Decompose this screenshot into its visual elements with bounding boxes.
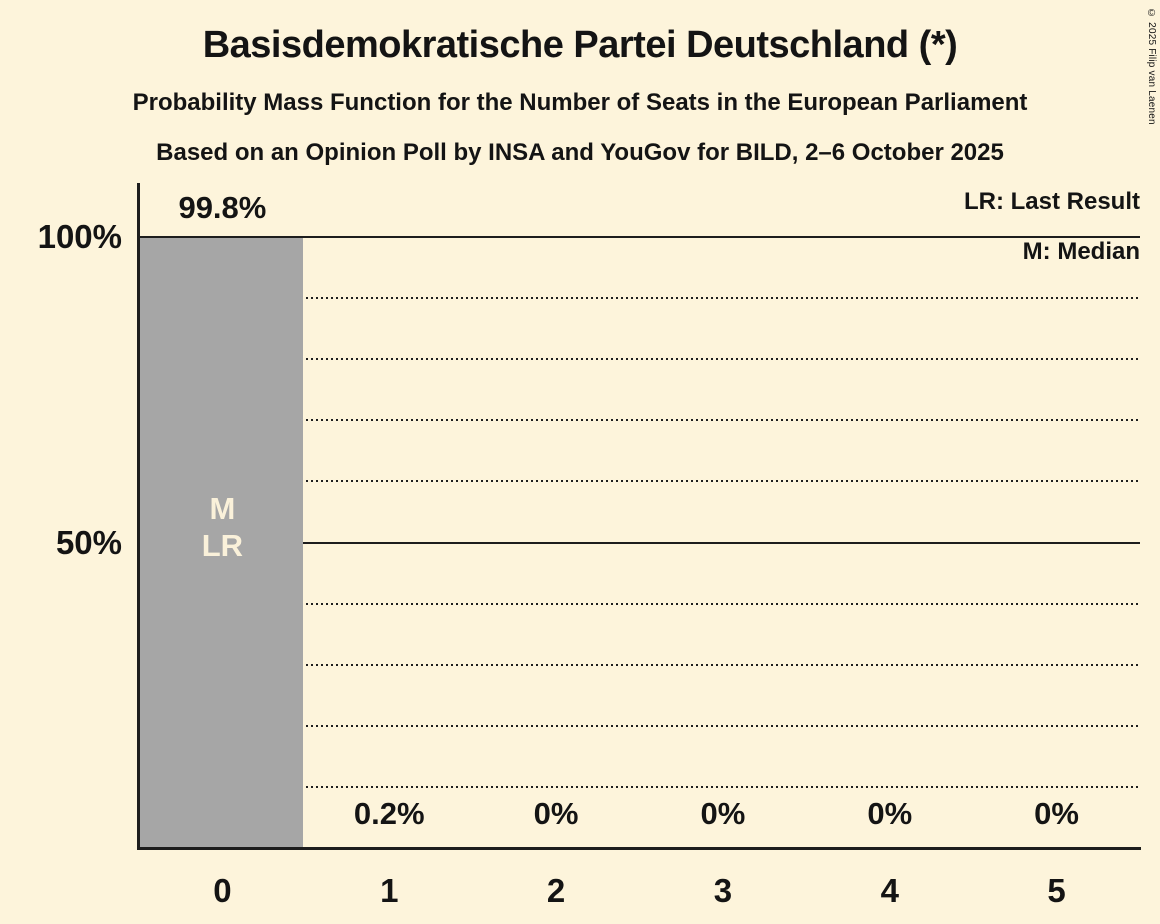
bar-value-label: 0% [533, 796, 579, 831]
y-tick-label: 50% [55, 523, 122, 561]
bar-value-label: 0% [700, 796, 746, 831]
x-tick-label: 0 [213, 872, 232, 909]
bar-annotation: M LR [142, 490, 302, 564]
legend-last-result: LR: Last Result [963, 188, 1140, 215]
y-tick-label: 100% [37, 218, 122, 255]
gridline-solid [140, 236, 1140, 238]
x-tick-label: 1 [380, 872, 399, 909]
gridline-solid [140, 541, 1140, 544]
gridline-dotted [141, 663, 1140, 666]
chart-subtitle-pmf: Probability Mass Function for the Number… [132, 89, 1028, 116]
gridline-dotted [141, 358, 1140, 361]
bar-value-label: 0.2% [353, 796, 425, 831]
y-axis-line [137, 183, 140, 850]
bar-value-label: 0% [867, 796, 913, 831]
x-tick-label: 5 [1047, 872, 1066, 909]
gridline-dotted [141, 724, 1140, 727]
x-tick-label: 2 [546, 872, 566, 909]
bar [139, 238, 304, 848]
legend-median: M: Median [1022, 238, 1140, 265]
bar-value-label: 0% [1034, 796, 1079, 831]
gridline-dotted [141, 297, 1140, 300]
gridline-dotted [141, 419, 1140, 422]
x-tick-label: 3 [713, 872, 733, 909]
chart-subtitle-poll: Based on an Opinion Poll by INSA and You… [156, 139, 1004, 166]
chart-title: Basisdemokratische Partei Deutschland (*… [202, 24, 958, 66]
gridline-dotted [141, 602, 1140, 605]
x-axis-line [137, 847, 1141, 850]
gridline-dotted [141, 480, 1140, 483]
bar-annotation-line: M [209, 491, 236, 526]
gridline-dotted [141, 785, 1140, 788]
bar-value-label: 99.8% [178, 190, 267, 226]
copyright-notice: © 2025 Filip van Laenen [1146, 8, 1157, 125]
bar-annotation-line: LR [201, 528, 244, 563]
x-tick-label: 4 [880, 872, 899, 909]
